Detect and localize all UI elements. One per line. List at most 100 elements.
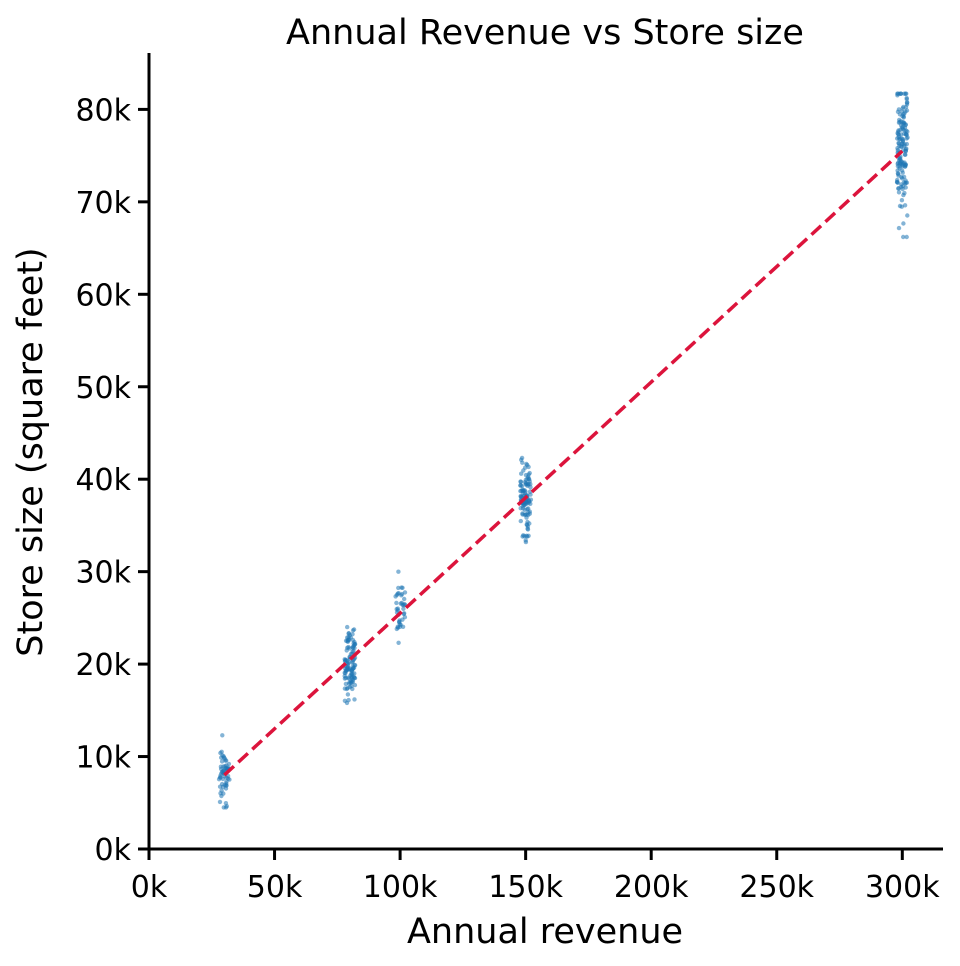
data-point bbox=[351, 627, 357, 632]
data-point bbox=[528, 482, 533, 487]
data-point bbox=[401, 606, 406, 611]
data-point bbox=[519, 471, 524, 476]
data-point bbox=[350, 666, 356, 671]
data-point bbox=[897, 164, 902, 169]
y-axis-ticks: 0k 10k 20k 30k 40k 50k 60k 70k 80k bbox=[75, 93, 149, 868]
data-point bbox=[395, 606, 400, 611]
data-point bbox=[904, 108, 910, 113]
data-point bbox=[342, 698, 348, 703]
data-point bbox=[528, 501, 533, 506]
y-tick-label: 40k bbox=[75, 463, 131, 498]
x-axis-label: Annual revenue bbox=[407, 912, 683, 952]
data-point bbox=[347, 680, 352, 685]
data-point bbox=[402, 615, 408, 620]
data-point bbox=[526, 506, 531, 511]
data-point bbox=[905, 213, 910, 218]
data-point bbox=[902, 164, 908, 169]
data-point bbox=[220, 733, 225, 738]
data-point bbox=[351, 644, 356, 649]
data-point bbox=[895, 93, 900, 98]
data-point bbox=[221, 805, 226, 810]
data-point bbox=[402, 590, 408, 595]
data-point bbox=[518, 518, 523, 524]
y-tick-label: 20k bbox=[75, 648, 131, 683]
x-tick-label: 200k bbox=[614, 870, 689, 905]
data-point bbox=[223, 801, 229, 806]
y-tick-label: 50k bbox=[75, 371, 131, 406]
data-point bbox=[894, 179, 900, 185]
data-point bbox=[346, 644, 351, 650]
data-point bbox=[342, 676, 348, 681]
data-point bbox=[217, 784, 223, 789]
data-point bbox=[524, 522, 530, 528]
data-point bbox=[899, 132, 904, 137]
data-point bbox=[521, 533, 526, 538]
data-point bbox=[904, 234, 909, 240]
data-point bbox=[397, 619, 402, 624]
data-point bbox=[396, 569, 401, 574]
x-tick-label: 0k bbox=[131, 870, 168, 905]
data-point bbox=[905, 100, 910, 105]
data-point bbox=[520, 487, 525, 492]
data-point bbox=[352, 682, 358, 688]
data-point bbox=[895, 146, 900, 151]
y-axis-label: Store size (square feet) bbox=[11, 247, 51, 656]
data-point bbox=[524, 515, 529, 520]
data-point bbox=[896, 140, 901, 146]
data-points bbox=[216, 91, 910, 810]
y-tick-label: 60k bbox=[75, 278, 131, 313]
data-point bbox=[396, 591, 401, 596]
y-tick-label: 70k bbox=[75, 186, 131, 221]
data-point bbox=[352, 675, 358, 681]
data-point bbox=[221, 764, 226, 769]
data-point bbox=[346, 631, 351, 636]
data-point bbox=[401, 611, 406, 617]
data-point bbox=[896, 128, 901, 133]
x-tick-label: 250k bbox=[739, 870, 814, 905]
data-point bbox=[523, 501, 528, 506]
data-point bbox=[899, 109, 905, 114]
data-point bbox=[903, 180, 908, 185]
data-point bbox=[901, 234, 906, 240]
data-point bbox=[902, 91, 907, 96]
data-point bbox=[899, 159, 905, 165]
data-point bbox=[518, 479, 523, 484]
x-tick-label: 150k bbox=[488, 870, 563, 905]
data-point bbox=[520, 460, 525, 465]
data-point bbox=[901, 115, 906, 120]
data-point bbox=[899, 176, 905, 181]
data-point bbox=[217, 799, 223, 805]
data-point bbox=[528, 492, 533, 497]
data-point bbox=[402, 596, 407, 602]
data-point bbox=[346, 634, 351, 640]
data-point bbox=[345, 692, 351, 697]
data-point bbox=[896, 225, 902, 231]
x-axis-ticks: 0k 50k 100k 150k 200k 250k 300k bbox=[131, 849, 940, 905]
x-tick-label: 50k bbox=[247, 870, 303, 905]
data-point bbox=[899, 198, 905, 203]
data-point bbox=[905, 135, 910, 140]
data-point bbox=[525, 462, 530, 468]
data-point bbox=[352, 697, 357, 702]
data-point bbox=[343, 638, 349, 643]
data-point bbox=[221, 768, 227, 773]
data-point bbox=[523, 538, 528, 543]
data-point bbox=[900, 170, 905, 175]
data-point bbox=[350, 637, 356, 643]
y-tick-label: 10k bbox=[75, 741, 131, 776]
data-point bbox=[217, 775, 223, 780]
data-point bbox=[528, 497, 534, 502]
data-point bbox=[342, 657, 347, 662]
data-point bbox=[350, 671, 355, 676]
chart-title: Annual Revenue vs Store size bbox=[286, 13, 804, 53]
data-point bbox=[218, 750, 223, 756]
x-tick-label: 100k bbox=[363, 870, 438, 905]
data-point bbox=[350, 659, 355, 664]
y-tick-label: 30k bbox=[75, 556, 131, 591]
y-tick-label: 0k bbox=[95, 833, 132, 868]
y-tick-label: 80k bbox=[75, 93, 131, 128]
data-point bbox=[227, 777, 232, 782]
data-point bbox=[342, 686, 348, 691]
data-point bbox=[903, 148, 908, 154]
